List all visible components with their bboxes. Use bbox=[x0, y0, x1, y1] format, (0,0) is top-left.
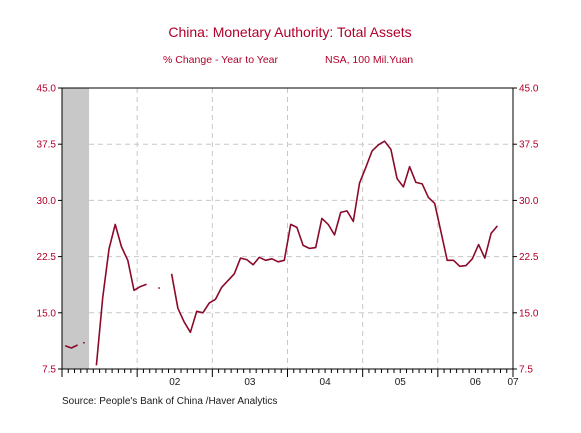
x-tick-label: 04 bbox=[320, 377, 332, 388]
x-tick-label: 02 bbox=[169, 377, 181, 388]
y-tick-label-left: 7.5 bbox=[42, 365, 56, 376]
y-tick-label-left: 15.0 bbox=[37, 308, 57, 319]
y-tick-label-right: 7.5 bbox=[519, 365, 533, 376]
x-tick-label: 07 bbox=[507, 377, 519, 388]
y-tick-label-right: 45.0 bbox=[519, 84, 539, 95]
shaded-region bbox=[62, 88, 90, 369]
source-note: Source: People's Bank of China /Haver An… bbox=[62, 396, 277, 407]
y-tick-label-left: 45.0 bbox=[37, 84, 57, 95]
y-tick-label-right: 30.0 bbox=[519, 196, 539, 207]
y-tick-label-left: 37.5 bbox=[37, 140, 57, 151]
y-tick-label-right: 15.0 bbox=[519, 308, 539, 319]
chart-title: China: Monetary Authority: Total Assets bbox=[168, 24, 411, 40]
y-tick-label-left: 30.0 bbox=[37, 196, 57, 207]
plot-area: 45.0 45.0 37.5 37.5 30.0 30.0 22.5 22.5 15.0 15.0… bbox=[37, 84, 539, 389]
chart-subtitle-right: NSA, 100 Mil.Yuan bbox=[325, 54, 413, 66]
y-tick-label-right: 37.5 bbox=[519, 140, 539, 151]
x-tick-label: 05 bbox=[395, 377, 407, 388]
series-line-segment bbox=[170, 140, 499, 334]
series-line-segment bbox=[95, 223, 147, 366]
chart-subtitle-left: % Change - Year to Year bbox=[163, 54, 279, 66]
series-line-segment bbox=[64, 344, 78, 349]
y-tick-label-left: 22.5 bbox=[37, 252, 57, 263]
x-tick-label: 06 bbox=[470, 377, 482, 388]
x-tick-label: 03 bbox=[244, 377, 256, 388]
y-tick-label-right: 22.5 bbox=[519, 252, 539, 263]
